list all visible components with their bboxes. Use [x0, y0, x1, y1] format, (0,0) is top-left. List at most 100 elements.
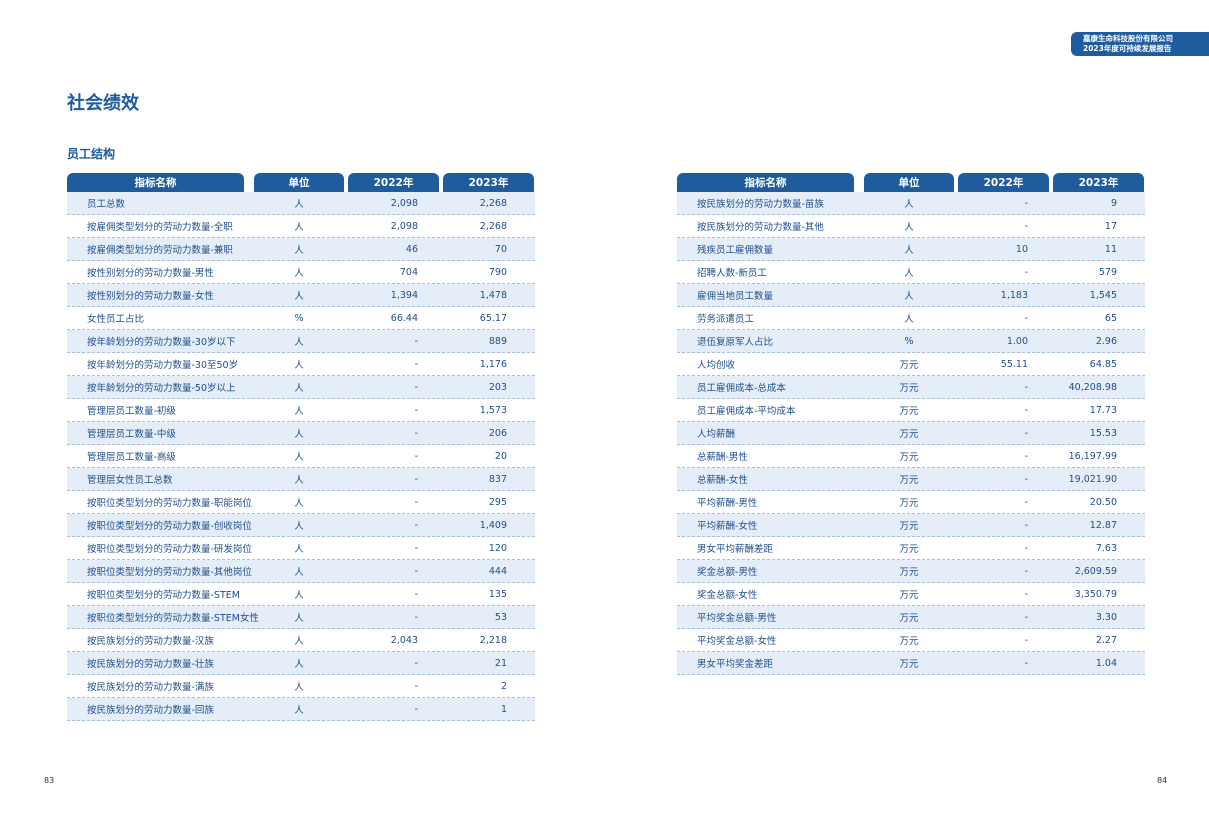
- value-2023: 21: [494, 657, 507, 669]
- value-2022: -: [1024, 220, 1028, 232]
- value-2022: -: [414, 542, 418, 554]
- section-title: 员工结构: [67, 147, 116, 161]
- value-2023: 837: [488, 473, 507, 485]
- header-2022: 2022年: [348, 173, 439, 192]
- metric-name: 雇佣当地员工数量: [697, 291, 774, 302]
- metric-unit: 人: [904, 291, 914, 302]
- value-2022: -: [414, 450, 418, 462]
- table-row: 平均薪酬-女性 万元 - 12.87: [677, 514, 1145, 537]
- metric-unit: 人: [294, 590, 304, 601]
- metric-name: 女性员工占比: [87, 314, 145, 325]
- employee-table-left: 指标名称 单位 2022年 2023年 员工总数人 2,098 2,268 按雇佣类型…: [67, 173, 535, 721]
- table-row: 员工总数 人 2,098 2,268: [67, 192, 535, 215]
- metric-name: 奖金总额-女性: [697, 590, 758, 601]
- report-header-badge: 嘉康生命科技股份有限公司 2023年度可持续发展报告: [1071, 32, 1209, 56]
- metric-unit: 万元: [899, 360, 919, 371]
- table-row: 管理层员工数量-高级 人 - 20: [67, 445, 535, 468]
- value-2023: 11: [1104, 243, 1117, 255]
- table-row: 按民族划分的劳动力数量-壮族 人 - 21: [67, 652, 535, 675]
- metric-name: 按年龄划分的劳动力数量-50岁以上: [87, 383, 236, 394]
- value-2023: 2,268: [479, 197, 507, 209]
- metric-unit: 人: [294, 452, 304, 463]
- table-row: 管理层员工数量-中级 人 - 206: [67, 422, 535, 445]
- metric-unit: 万元: [899, 636, 919, 647]
- value-2023: 15.53: [1089, 427, 1117, 439]
- value-2022: -: [414, 703, 418, 715]
- value-2023: 40,208.98: [1068, 381, 1117, 393]
- metric-unit: 人: [904, 245, 914, 256]
- value-2023: 1,573: [479, 404, 507, 416]
- value-2023: 2: [500, 680, 507, 692]
- value-2022: 66.44: [390, 312, 418, 324]
- table-row: 按职位类型划分的劳动力数量-其他岗位 人 - 444: [67, 560, 535, 583]
- value-2022: -: [1024, 634, 1028, 646]
- metric-unit: 人: [294, 268, 304, 279]
- metric-unit: 万元: [899, 498, 919, 509]
- value-2023: 2,218: [479, 634, 507, 646]
- table-row: 奖金总额-女性 万元 - 3,350.79: [677, 583, 1145, 606]
- header-unit: 单位: [864, 173, 954, 192]
- metric-name: 按职位类型划分的劳动力数量-职能岗位: [87, 498, 252, 509]
- metric-unit: 人: [904, 268, 914, 279]
- metric-unit: %: [294, 312, 304, 324]
- metric-name: 退伍复原军人占比: [697, 337, 774, 348]
- table-row: 人均薪酬 万元 - 15.53: [677, 422, 1145, 445]
- page-number-right: 84: [1157, 776, 1168, 785]
- value-2022: -: [414, 427, 418, 439]
- table-row: 按职位类型划分的劳动力数量-STEM 人 - 135: [67, 583, 535, 606]
- table-row: 平均奖金总额-男性 万元 - 3.30: [677, 606, 1145, 629]
- metric-unit: 人: [294, 383, 304, 394]
- header-2022: 2022年: [958, 173, 1049, 192]
- metric-name: 按民族划分的劳动力数量-回族: [87, 705, 214, 716]
- table-row: 按性别划分的劳动力数量-女性 人 1,394 1,478: [67, 284, 535, 307]
- table-row: 按年龄划分的劳动力数量-50岁以上 人 - 203: [67, 376, 535, 399]
- value-2023: 2,609.59: [1074, 565, 1117, 577]
- table-row: 管理层员工数量-初级 人 - 1,573: [67, 399, 535, 422]
- header-name: 指标名称: [677, 173, 854, 192]
- table-row: 按职位类型划分的劳动力数量-创收岗位 人 - 1,409: [67, 514, 535, 537]
- metric-name: 男女平均奖金差距: [697, 659, 774, 670]
- value-2022: -: [414, 680, 418, 692]
- header-name: 指标名称: [67, 173, 244, 192]
- value-2022: 1,183: [1000, 289, 1028, 301]
- table-row: 按职位类型划分的劳动力数量-研发岗位 人 - 120: [67, 537, 535, 560]
- value-2022: -: [414, 519, 418, 531]
- metric-name: 按民族划分的劳动力数量-其他: [697, 222, 824, 233]
- metric-name: 按民族划分的劳动力数量-壮族: [87, 659, 214, 670]
- metric-unit: 万元: [899, 475, 919, 486]
- value-2022: 2,043: [390, 634, 418, 646]
- metric-unit: 人: [904, 222, 914, 233]
- metric-name: 按民族划分的劳动力数量-苗族: [697, 199, 824, 210]
- value-2022: -: [1024, 312, 1028, 324]
- value-2023: 1: [500, 703, 507, 715]
- metric-name: 按民族划分的劳动力数量-满族: [87, 682, 214, 693]
- metric-unit: 万元: [899, 429, 919, 440]
- value-2022: -: [1024, 496, 1028, 508]
- company-name: 嘉康生命科技股份有限公司: [1083, 34, 1173, 43]
- table-row: 人均创收 万元 55.11 64.85: [677, 353, 1145, 376]
- value-2022: -: [1024, 450, 1028, 462]
- table-row: 按职位类型划分的劳动力数量-职能岗位 人 - 295: [67, 491, 535, 514]
- value-2022: -: [414, 588, 418, 600]
- table-row: 按民族划分的劳动力数量-汉族 人 2,043 2,218: [67, 629, 535, 652]
- table-row: 按雇佣类型划分的劳动力数量-全职 人 2,098 2,268: [67, 215, 535, 238]
- value-2023: 2.96: [1095, 335, 1117, 347]
- table-row: 劳务派遣员工 人 - 65: [677, 307, 1145, 330]
- value-2023: 65: [1104, 312, 1117, 324]
- metric-name: 招聘人数-新员工: [697, 268, 767, 279]
- value-2023: 65.17: [479, 312, 507, 324]
- metric-name: 管理层员工数量-高级: [87, 452, 176, 463]
- metric-unit: 人: [294, 199, 304, 210]
- metric-name: 管理层员工数量-中级: [87, 429, 176, 440]
- value-2022: 46: [405, 243, 418, 255]
- value-2023: 17: [1104, 220, 1117, 232]
- value-2023: 9: [1110, 197, 1117, 209]
- header-2023: 2023年: [443, 173, 534, 192]
- metric-unit: 万元: [899, 383, 919, 394]
- metric-unit: 万元: [899, 567, 919, 578]
- value-2022: -: [1024, 427, 1028, 439]
- metric-unit: 人: [294, 291, 304, 302]
- metric-name: 残疾员工雇佣数量: [697, 245, 774, 256]
- metric-unit: %: [904, 335, 914, 347]
- metric-name: 按职位类型划分的劳动力数量-其他岗位: [87, 567, 252, 578]
